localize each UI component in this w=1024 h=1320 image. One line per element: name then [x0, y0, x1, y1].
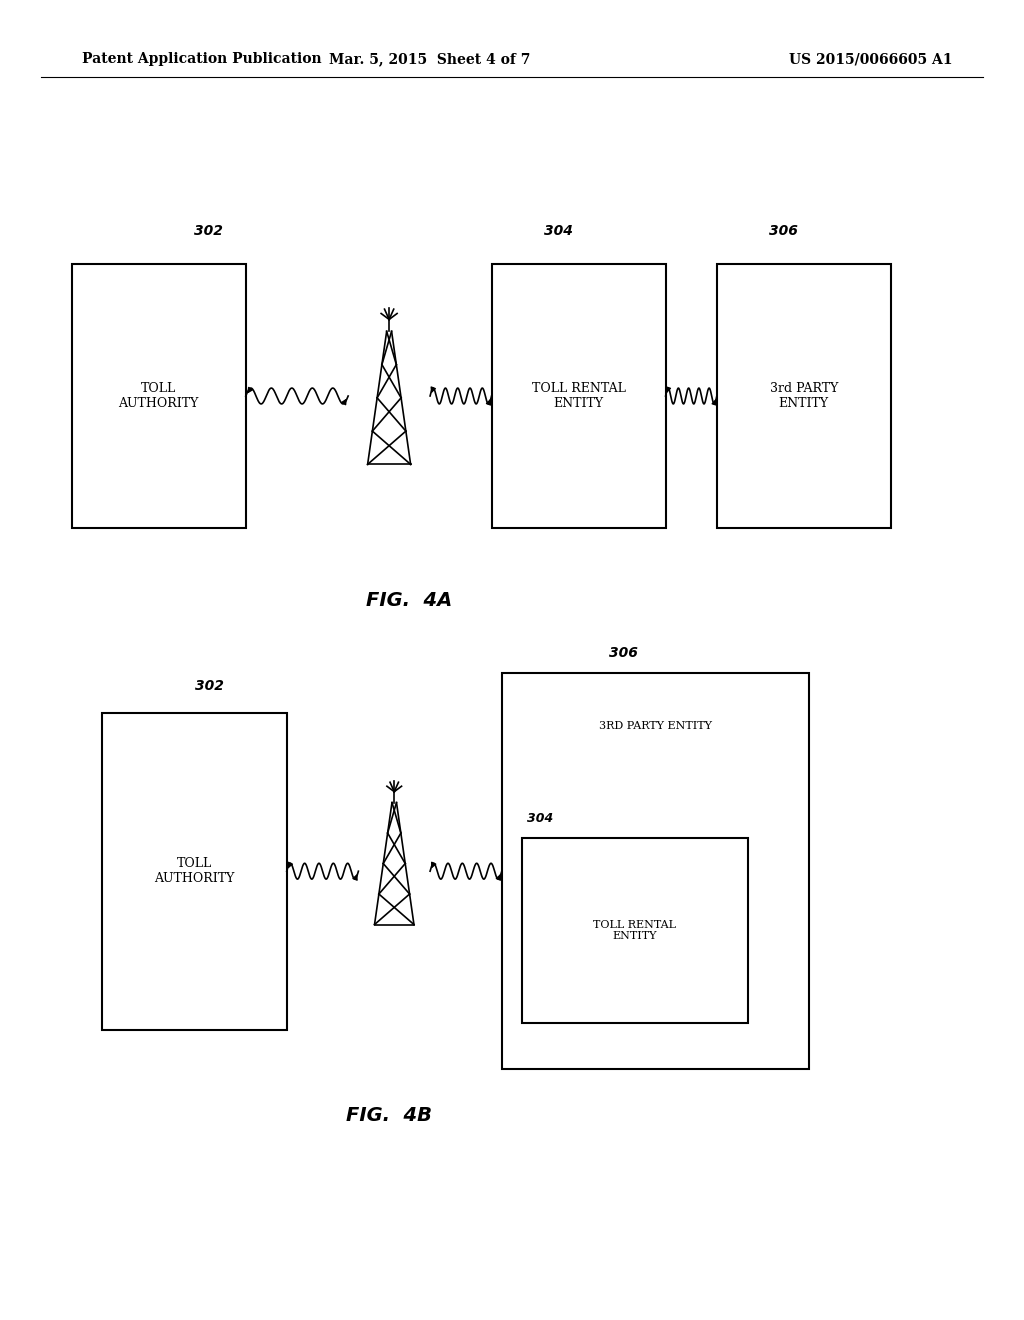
Text: US 2015/0066605 A1: US 2015/0066605 A1	[788, 53, 952, 66]
FancyBboxPatch shape	[72, 264, 246, 528]
Text: TOLL
AUTHORITY: TOLL AUTHORITY	[155, 857, 234, 886]
FancyBboxPatch shape	[102, 713, 287, 1030]
Text: FIG.  4A: FIG. 4A	[367, 591, 453, 610]
Text: 306: 306	[769, 223, 798, 238]
FancyBboxPatch shape	[522, 838, 748, 1023]
Text: 302: 302	[194, 223, 222, 238]
Text: 3RD PARTY ENTITY: 3RD PARTY ENTITY	[599, 721, 712, 731]
Text: TOLL
AUTHORITY: TOLL AUTHORITY	[119, 381, 199, 411]
Text: Patent Application Publication: Patent Application Publication	[82, 53, 322, 66]
Text: 302: 302	[195, 678, 223, 693]
FancyBboxPatch shape	[502, 673, 809, 1069]
FancyBboxPatch shape	[492, 264, 666, 528]
Text: FIG.  4B: FIG. 4B	[346, 1106, 432, 1125]
Text: 304: 304	[544, 223, 572, 238]
Text: Mar. 5, 2015  Sheet 4 of 7: Mar. 5, 2015 Sheet 4 of 7	[330, 53, 530, 66]
FancyBboxPatch shape	[717, 264, 891, 528]
Text: 304: 304	[527, 812, 554, 825]
Text: 3rd PARTY
ENTITY: 3rd PARTY ENTITY	[770, 381, 838, 411]
Text: TOLL RENTAL
ENTITY: TOLL RENTAL ENTITY	[531, 381, 626, 411]
Text: TOLL RENTAL
ENTITY: TOLL RENTAL ENTITY	[593, 920, 677, 941]
Text: 306: 306	[609, 645, 638, 660]
